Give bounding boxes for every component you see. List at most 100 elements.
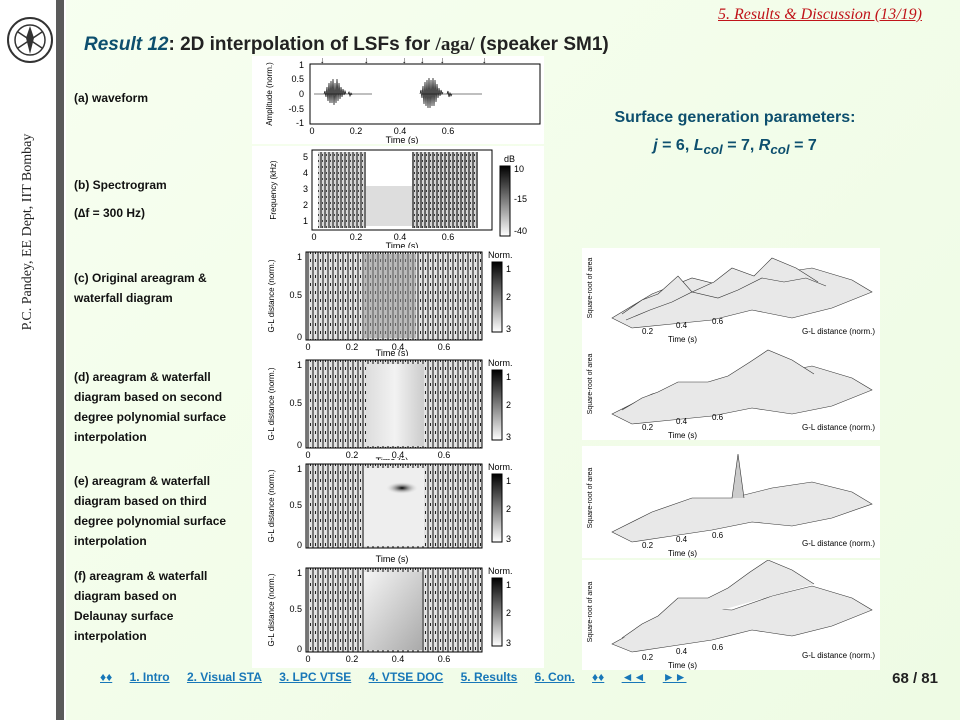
time-axis-label: Time (s) <box>668 431 697 440</box>
waterfall-original: 0.2 0.4 0.6 Time (s) G-L distance (norm.… <box>582 248 880 344</box>
label-original-areagram: (c) Original areagram & waterfall diagra… <box>74 271 207 305</box>
nav-lpc-vtse-link[interactable]: 3. LPC VTSE <box>279 670 352 684</box>
left-sidebar <box>0 0 66 720</box>
time-tick: 0.4 <box>392 342 405 352</box>
svg-text:↓: ↓ <box>420 56 425 65</box>
time-tick: 0.2 <box>346 450 359 460</box>
parameters-heading: Surface generation parameters: <box>614 109 856 126</box>
time-axis-label: Time (s) <box>376 554 409 564</box>
time-tick: 0 <box>305 342 310 352</box>
gl-tick: 0 <box>297 332 302 342</box>
sqrt-area-label: Square-root of area <box>587 468 594 529</box>
norm-tick: 3 <box>506 638 511 648</box>
time-tick: 0.2 <box>642 327 654 336</box>
time-tick: 0.6 <box>438 654 451 664</box>
areagram-original: Norm. 1 2 3 1 0.5 0 0 0.2 0.4 0.6 Time (… <box>252 248 544 356</box>
time-tick: 0.6 <box>712 413 724 422</box>
time-tick: 0.6 <box>442 232 455 242</box>
label-delaunay: (f) areagram & waterfall diagram based o… <box>74 569 208 643</box>
freq-tick: 2 <box>303 200 308 210</box>
freq-tick: 1 <box>303 216 308 226</box>
norm-tick: 2 <box>506 292 511 302</box>
nav-results-link[interactable]: 5. Results <box>460 670 518 684</box>
time-axis-label: Time (s) <box>668 335 697 344</box>
gl-tick: 0 <box>297 644 302 654</box>
norm-tick: 1 <box>506 372 511 382</box>
title-text: : 2D interpolation of LSFs for <box>168 34 436 55</box>
frequency-axis-label: Frequency (kHz) <box>269 160 278 219</box>
nav-visual-sta-link[interactable]: 2. Visual STA <box>186 670 262 684</box>
amp-tick: -1 <box>296 118 304 128</box>
db-tick: -40 <box>514 226 527 236</box>
gl-axis-label: G-L distance (norm.) <box>267 259 276 332</box>
areagram-second-degree: Norm. 1 2 3 1 0.5 0 0 0.2 0.4 0.6 Time (… <box>252 356 544 464</box>
time-tick: 0.4 <box>676 321 688 330</box>
sidebar-divider <box>56 0 64 720</box>
db-tick: 10 <box>514 164 524 174</box>
gl-tick: 1 <box>297 360 302 370</box>
iit-bombay-logo <box>7 17 53 63</box>
db-tick: -15 <box>514 194 527 204</box>
label-spectrogram-resolution: (∆f = 300 Hz) <box>74 206 146 220</box>
time-axis-label: Time (s) <box>386 241 419 250</box>
svg-text:↓: ↓ <box>482 56 487 65</box>
surface-parameters: Surface generation parameters: j = 6, Lc… <box>560 104 910 164</box>
norm-label: Norm. <box>488 358 513 368</box>
svg-text:↓: ↓ <box>320 56 325 65</box>
time-axis-label: Time (s) <box>668 549 697 558</box>
time-axis-label: Time (s) <box>668 661 697 670</box>
amplitude-axis-label: Amplitude (norm.) <box>265 62 274 126</box>
time-tick: 0 <box>305 654 310 664</box>
gl-tick: 1 <box>297 568 302 578</box>
gl-axis-label: G-L distance (norm.) <box>267 469 276 542</box>
norm-tick: 3 <box>506 432 511 442</box>
amp-tick: -0.5 <box>288 104 304 114</box>
slide-title: Result 12: 2D interpolation of LSFs for … <box>84 34 609 56</box>
waterfall-third-degree: 0.2 0.4 0.6 Time (s) G-L distance (norm.… <box>582 446 880 558</box>
time-tick: 0.2 <box>642 423 654 432</box>
time-tick: 0.2 <box>642 653 654 662</box>
gl-tick: 0 <box>297 440 302 450</box>
time-tick: 0.6 <box>712 531 724 540</box>
gl-axis-label: G-L distance (norm.) <box>802 423 875 432</box>
time-tick: 0.2 <box>642 541 654 550</box>
nav-first-link[interactable]: ♦♦ <box>100 670 113 684</box>
nav-previous-link[interactable]: ◄◄ <box>621 670 646 684</box>
svg-text:↓: ↓ <box>402 56 407 65</box>
norm-tick: 3 <box>506 534 511 544</box>
norm-tick: 2 <box>506 608 511 618</box>
waterfall-delaunay: 0.2 0.4 0.6 Time (s) G-L distance (norm.… <box>582 560 880 670</box>
amp-tick: 1 <box>299 60 304 70</box>
norm-tick: 1 <box>506 580 511 590</box>
time-tick: 0.6 <box>438 450 451 460</box>
nav-vtse-doc-link[interactable]: 4. VTSE DOC <box>368 670 444 684</box>
freq-tick: 4 <box>303 168 308 178</box>
time-tick: 0.6 <box>712 643 724 652</box>
nav-intro-link[interactable]: 1. Intro <box>129 670 170 684</box>
time-tick: 0.4 <box>392 450 405 460</box>
section-indicator-link[interactable]: 5. Results & Discussion (13/19) <box>718 6 922 23</box>
nav-last-link[interactable]: ♦♦ <box>592 670 605 684</box>
time-tick: 0.2 <box>350 126 363 136</box>
sqrt-area-label: Square-root of area <box>587 258 594 319</box>
waveform-plot: 1 0.5 0 -0.5 -1 0 0.2 0.4 0.6 Time (s) A… <box>252 56 544 144</box>
freq-tick: 3 <box>303 184 308 194</box>
time-tick: 0.2 <box>346 342 359 352</box>
sqrt-area-label: Square-root of area <box>587 354 594 415</box>
label-spectrogram: (b) Spectrogram <box>74 178 167 192</box>
time-tick: 0.4 <box>676 417 688 426</box>
time-tick: 0.4 <box>676 535 688 544</box>
time-axis-label: Time (s) <box>376 348 409 356</box>
amp-tick: 0 <box>299 89 304 99</box>
author-credit: P.C. Pandey, EE Dept, IIT Bombay <box>20 133 35 331</box>
time-tick: 0 <box>305 450 310 460</box>
freq-tick: 5 <box>303 152 308 162</box>
norm-label: Norm. <box>488 250 513 260</box>
nav-conclusion-link[interactable]: 6. Con. <box>534 670 575 684</box>
sqrt-area-label: Square-root of area <box>587 582 594 643</box>
gl-axis-label: G-L distance (norm.) <box>802 539 875 548</box>
gl-axis-label: G-L distance (norm.) <box>267 367 276 440</box>
areagram-third-degree: Norm. 1 2 3 1 0.5 0 Time (s) G-L distanc… <box>252 460 544 564</box>
nav-next-link[interactable]: ►► <box>662 670 687 684</box>
svg-text:↓: ↓ <box>364 56 369 65</box>
